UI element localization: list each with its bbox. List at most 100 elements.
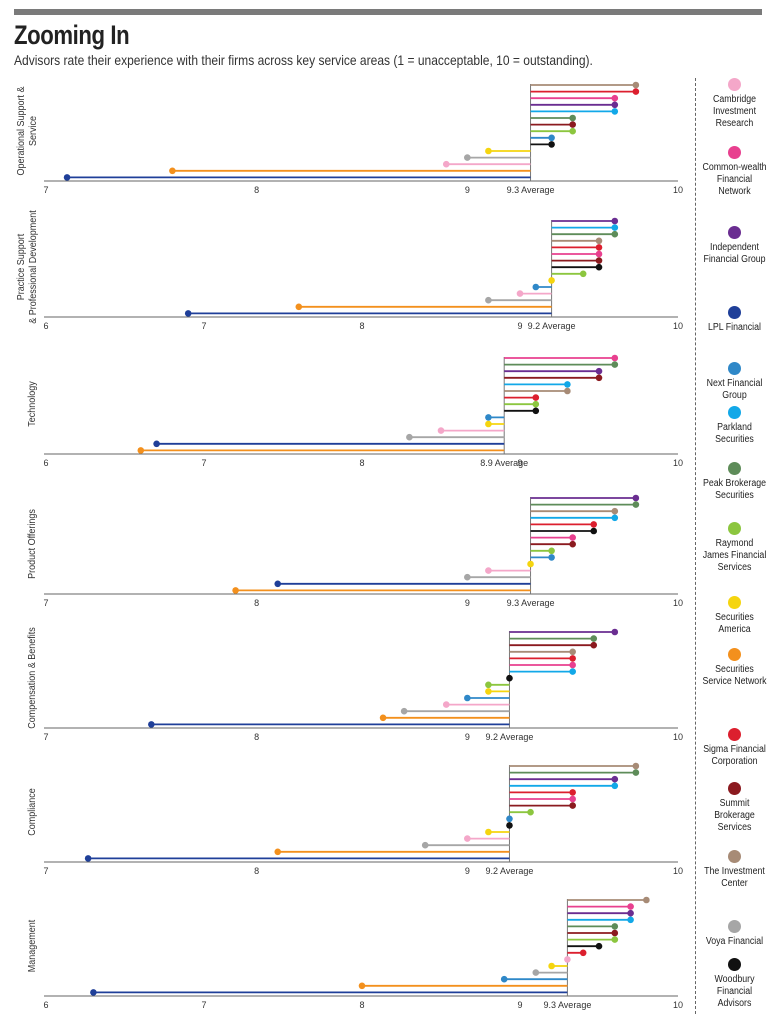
x-tick-label: 9: [465, 732, 470, 742]
dot-common-wealth-financial-network: [611, 94, 619, 102]
legend-label: Cambridge Investment Research: [712, 94, 757, 129]
dot-securities-america: [485, 147, 492, 155]
dot-the-investment-center: [564, 387, 571, 395]
y-axis-label: Management: [27, 919, 39, 972]
dot-cambridge-investment-research: [442, 160, 450, 168]
dot-voya-financial: [485, 296, 492, 304]
dot-independent-financial-group: [595, 367, 603, 375]
y-axis-label: Practice Support& Professional Developme…: [16, 210, 40, 324]
x-tick-label: 8: [359, 458, 364, 468]
x-tick-label: 10: [673, 1000, 683, 1010]
dot-independent-financial-group: [611, 217, 619, 225]
legend-item-cambridge-investment-research: Cambridge Investment Research: [697, 78, 772, 130]
dot-sigma-financial-corporation: [579, 949, 587, 957]
dot-woodbury-financial-advisors: [506, 674, 513, 682]
dot-woodbury-financial-advisors: [548, 141, 555, 148]
dot-lpl-financial: [153, 440, 160, 448]
legend-item-securities-america: Securities America: [697, 596, 772, 636]
x-tick-label: 7: [201, 321, 206, 331]
dot-parkland-securities: [564, 381, 571, 388]
legend-dot: [728, 226, 741, 239]
dot-independent-financial-group: [632, 494, 640, 502]
chart-panel-technology: 6 7 8 9 10 8.9 Average Technology: [27, 354, 683, 468]
legend-dot: [728, 362, 741, 375]
dot-next-financial-group: [506, 815, 513, 823]
dot-securities-service-network: [274, 848, 282, 856]
dot-securities-america: [485, 688, 492, 695]
dot-sigma-financial-corporation: [569, 789, 576, 796]
x-tick-label: 6: [43, 458, 48, 468]
x-tick-label: 7: [43, 732, 48, 742]
dot-lpl-financial: [84, 855, 92, 862]
dot-voya-financial: [464, 154, 471, 161]
dot-next-financial-group: [548, 134, 555, 142]
dot-woodbury-financial-advisors: [506, 822, 513, 829]
dot-the-investment-center: [595, 237, 603, 245]
dot-cambridge-investment-research: [464, 835, 471, 842]
x-tick-label: 6: [43, 1000, 48, 1010]
legend: Cambridge Investment Research Common-weal…: [697, 78, 772, 1018]
average-label: 9.3 Average: [507, 598, 555, 608]
dot-common-wealth-financial-network: [595, 250, 603, 258]
x-tick-label: 6: [43, 321, 48, 331]
legend-item-woodbury-financial-advisors: Woodbury Financial Advisors: [697, 958, 772, 1010]
x-tick-label: 7: [43, 598, 48, 608]
y-axis-label: Compliance: [27, 788, 39, 835]
dot-voya-financial: [406, 433, 413, 441]
legend-item-raymond-james-financial-services: Raymond James Financial Services: [697, 522, 772, 574]
dot-lpl-financial: [90, 989, 97, 996]
y-axis-label: Technology: [27, 381, 39, 427]
chart-panel-practice-support-professional-development: 6 7 8 9 10 9.2 Average Practice Support& Profe…: [16, 210, 683, 331]
dot-voya-financial: [464, 573, 471, 581]
legend-item-voya-financial: Voya Financial: [697, 920, 772, 948]
dot-the-investment-center: [643, 896, 650, 904]
dot-cambridge-investment-research: [437, 427, 445, 434]
dot-next-financial-group: [548, 554, 555, 561]
dot-common-wealth-financial-network: [569, 795, 576, 803]
dot-securities-service-network: [169, 167, 176, 175]
dot-parkland-securities: [569, 668, 576, 675]
dot-the-investment-center: [632, 762, 640, 770]
dot-parkland-securities: [611, 108, 619, 115]
legend-label: Voya Financial: [705, 936, 764, 947]
dot-sigma-financial-corporation: [590, 521, 598, 528]
dot-the-investment-center: [569, 648, 576, 656]
legend-item-independent-financial-group: Independent Financial Group: [697, 226, 772, 266]
x-tick-label: 7: [43, 185, 48, 195]
chart-panel-management: 6 7 8 9 10 9.3 Average Management: [27, 896, 683, 1010]
x-tick-label: 10: [673, 598, 683, 608]
dot-sigma-financial-corporation: [532, 394, 540, 401]
dot-securities-america: [485, 828, 492, 836]
dot-next-financial-group: [500, 975, 508, 983]
dot-securities-america: [527, 560, 534, 568]
chart-panel-compliance: 7 8 9 10 9.2 Average Compliance: [27, 762, 683, 876]
dot-peak-brokerage-securities: [590, 635, 598, 642]
dot-next-financial-group: [464, 694, 471, 702]
legend-label: Raymond James Financial Services: [702, 538, 767, 573]
dot-sigma-financial-corporation: [569, 655, 576, 662]
dot-summit-brokerage-services: [595, 257, 603, 264]
legend-label: Summit Brokerage Services: [714, 798, 755, 833]
dot-securities-service-network: [232, 587, 239, 594]
x-tick-label: 9: [465, 598, 470, 608]
dot-common-wealth-financial-network: [569, 534, 576, 541]
legend-dot: [728, 648, 741, 661]
legend-label: LPL Financial: [707, 322, 761, 333]
dot-securities-service-network: [137, 447, 145, 454]
dot-independent-financial-group: [611, 101, 619, 109]
legend-item-securities-service-network: Securities Service Network: [697, 648, 772, 688]
x-tick-label: 7: [201, 458, 206, 468]
legend-dot: [728, 958, 741, 971]
legend-item-next-financial-group: Next Financial Group: [697, 362, 772, 402]
legend-label: Common-wealth Financial Network: [702, 162, 767, 197]
dot-independent-financial-group: [611, 628, 619, 636]
chart-panel-operational-support-service: 7 8 9 10 9.3 Average Operational Support &Ser…: [16, 81, 683, 195]
dot-summit-brokerage-services: [569, 540, 576, 548]
legend-label: Parkland Securities: [715, 422, 754, 445]
dot-peak-brokerage-securities: [611, 923, 619, 930]
dot-cambridge-investment-research: [564, 956, 571, 963]
y-axis-label: Operational Support &Service: [16, 86, 40, 176]
dot-securities-service-network: [379, 714, 387, 722]
legend-label: Securities Service Network: [702, 664, 767, 687]
dot-voya-financial: [421, 841, 429, 849]
